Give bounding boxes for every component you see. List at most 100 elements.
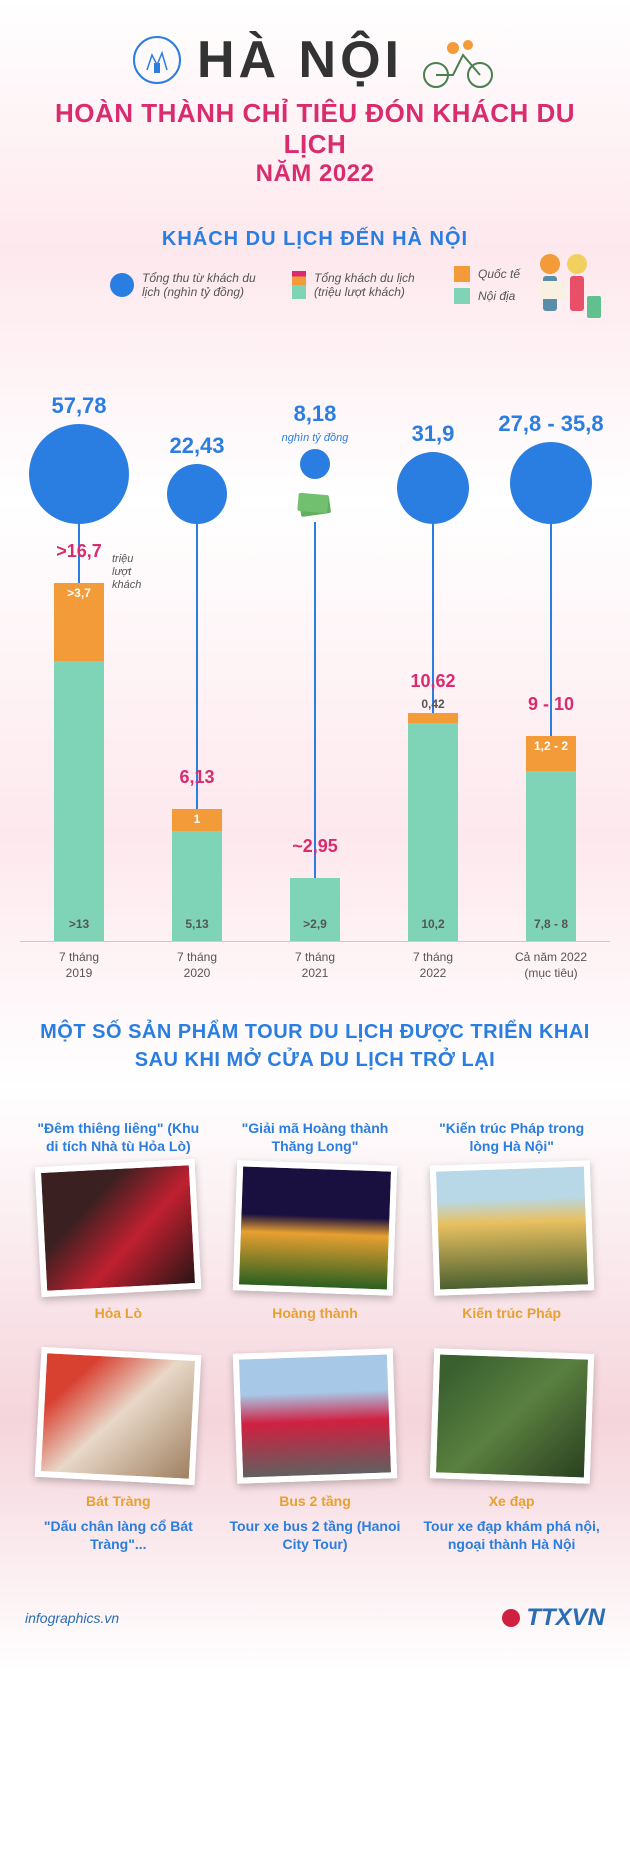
tour-desc: Tour xe bus 2 tầng (Hanoi City Tour) bbox=[227, 1517, 404, 1553]
revenue-col: 27,8 - 35,8 bbox=[498, 411, 604, 524]
tour-name: "Giải mã Hoàng thành Thăng Long" bbox=[227, 1097, 404, 1155]
x-axis-label: 7 tháng2022 bbox=[380, 950, 486, 981]
bar-col: 10,62 0,42 10,2 bbox=[380, 522, 486, 941]
footer-source: infographics.vn bbox=[25, 1610, 119, 1626]
tour-photo bbox=[233, 1160, 397, 1296]
revenue-circle bbox=[167, 464, 227, 524]
bar-stack: 9 - 101,2 - 27,8 - 8 bbox=[526, 736, 576, 941]
bar-col: ~2,95>2,9 bbox=[262, 522, 368, 941]
bar-intl-label: 0,42 bbox=[408, 697, 458, 711]
tour-card: Bát Tràng "Dấu chân làng cổ Bát Tràng"... bbox=[30, 1351, 207, 1553]
legend-intl-icon bbox=[454, 266, 470, 282]
revenue-circles-row: 57,78 22,43 8,18 nghìn tỷ đồng 31,9 27,8 - 35… bbox=[20, 324, 610, 524]
bars-row: >16,7triệu lượt khách>3,7>136,1315,13~2,… bbox=[20, 522, 610, 942]
tour-name: "Kiến trúc Pháp trong lòng Hà Nội" bbox=[423, 1097, 600, 1155]
infographic-container: HÀ NỘI HOÀN THÀNH CHỈ TIÊU ĐÓN KHÁCH DU … bbox=[0, 0, 630, 1672]
bar-domestic-label: 5,13 bbox=[172, 917, 222, 931]
globe-icon bbox=[501, 1608, 521, 1628]
bar-seg-intl: 0,42 bbox=[408, 713, 458, 723]
revenue-value: 8,18 bbox=[294, 401, 337, 427]
tour-caption: Hỏa Lò bbox=[95, 1305, 142, 1321]
footer: infographics.vn TTXVN bbox=[0, 1574, 630, 1642]
bar-seg-domestic: 10,2 bbox=[408, 723, 458, 941]
tour-desc: "Dấu chân làng cổ Bát Tràng"... bbox=[30, 1517, 207, 1553]
footer-agency: TTXVN bbox=[501, 1604, 605, 1632]
bar-col: 6,1315,13 bbox=[144, 522, 250, 941]
x-axis-label: 7 tháng2021 bbox=[262, 950, 368, 981]
x-axis-label: 7 tháng2019 bbox=[26, 950, 132, 981]
legend-circle-icon bbox=[110, 273, 134, 297]
tour-caption: Bát Tràng bbox=[86, 1493, 151, 1509]
revenue-unit: nghìn tỷ đồng bbox=[282, 432, 349, 444]
tour-card: Bus 2 tầng Tour xe bus 2 tầng (Hanoi City… bbox=[227, 1351, 404, 1553]
legend-domestic: Nội địa bbox=[454, 288, 520, 304]
tour-desc: Tour xe đạp khám phá nội, ngoại thành Hà… bbox=[423, 1517, 600, 1553]
legend-domestic-label: Nội địa bbox=[478, 289, 515, 303]
legend-tourists-label: Tổng khách du lịch (triệu lượt khách) bbox=[314, 271, 424, 299]
revenue-circle bbox=[300, 449, 330, 479]
subtitle-1: HOÀN THÀNH CHỈ TIÊU ĐÓN KHÁCH DU LỊCH bbox=[20, 98, 610, 160]
tour-card: "Kiến trúc Pháp trong lòng Hà Nội"Kiến t… bbox=[423, 1097, 600, 1321]
tour-photo bbox=[233, 1348, 397, 1484]
revenue-col: 8,18 nghìn tỷ đồng bbox=[262, 401, 368, 524]
bar-seg-domestic: 5,13 bbox=[172, 831, 222, 941]
revenue-value: 22,43 bbox=[169, 433, 224, 459]
header: HÀ NỘI HOÀN THÀNH CHỈ TIÊU ĐÓN KHÁCH DU … bbox=[0, 0, 630, 198]
revenue-col: 31,9 bbox=[380, 421, 486, 524]
tour-caption: Hoàng thành bbox=[272, 1305, 358, 1321]
bar-total-label: 9 - 10 bbox=[528, 694, 574, 715]
tour-photo bbox=[429, 1348, 593, 1484]
tour-photo bbox=[35, 1159, 202, 1297]
bar-domestic-label: 10,2 bbox=[408, 917, 458, 931]
tours-grid: "Đêm thiêng liêng" (Khu di tích Nhà tù H… bbox=[0, 1077, 630, 1573]
bar-domestic-label: >13 bbox=[54, 917, 104, 931]
tour-caption: Bus 2 tầng bbox=[279, 1493, 351, 1509]
x-axis: 7 tháng2019 7 tháng2020 7 tháng2021 7 tháng… bbox=[0, 950, 630, 981]
tour-photo bbox=[35, 1347, 202, 1485]
cyclo-icon bbox=[418, 30, 498, 90]
revenue-circle bbox=[397, 452, 469, 524]
revenue-value: 31,9 bbox=[412, 421, 455, 447]
bar-unit-note: triệu lượt khách bbox=[112, 553, 141, 593]
footer-agency-label: TTXVN bbox=[526, 1604, 605, 1632]
bar-seg-intl: 1 bbox=[172, 809, 222, 831]
bar-total-label: 10,62 bbox=[410, 671, 455, 692]
bar-stack: ~2,95>2,9 bbox=[290, 878, 340, 941]
chart-area: 57,78 22,43 8,18 nghìn tỷ đồng 31,9 27,8 - 35… bbox=[0, 324, 630, 942]
section2-title-2: SAU KHI MỞ CỬA DU LỊCH TRỞ LẠI bbox=[30, 1049, 600, 1072]
bar-total-label: >16,7 bbox=[56, 541, 102, 562]
bar-stack: 10,620,4210,2 bbox=[408, 713, 458, 941]
subtitle-2: NĂM 2022 bbox=[20, 160, 610, 188]
legend-intl-label: Quốc tế bbox=[478, 267, 520, 281]
bar-stem bbox=[314, 522, 316, 879]
hanoi-emblem-icon bbox=[132, 35, 182, 85]
tour-caption: Xe đạp bbox=[489, 1493, 535, 1509]
bar-intl-label: >3,7 bbox=[54, 586, 104, 600]
bar-seg-domestic: >2,9 bbox=[290, 878, 340, 941]
x-axis-label: Cả năm 2022(mục tiêu) bbox=[498, 950, 604, 981]
bar-seg-intl: 1,2 - 2 bbox=[526, 736, 576, 771]
bar-seg-domestic: >13 bbox=[54, 661, 104, 941]
revenue-circle bbox=[510, 442, 592, 524]
main-title: HÀ NỘI bbox=[197, 30, 403, 90]
x-axis-label: 7 tháng2020 bbox=[144, 950, 250, 981]
bar-stack: 6,1315,13 bbox=[172, 809, 222, 941]
bar-domestic-label: >2,9 bbox=[290, 917, 340, 931]
legend-bar-icon bbox=[292, 271, 306, 299]
bar-seg-intl: >3,7 bbox=[54, 583, 104, 661]
logo-row: HÀ NỘI bbox=[20, 30, 610, 90]
legend-revenue: Tổng thu từ khách du lịch (nghìn tỷ đồng… bbox=[110, 266, 262, 304]
legend-revenue-label: Tổng thu từ khách du lịch (nghìn tỷ đồng… bbox=[142, 271, 262, 299]
bar-intl-label: 1,2 - 2 bbox=[526, 739, 576, 753]
legend-categories: Quốc tế Nội địa bbox=[454, 266, 520, 304]
revenue-col: 57,78 bbox=[26, 393, 132, 524]
tour-card: Xe đạp Tour xe đạp khám phá nội, ngoại th… bbox=[423, 1351, 600, 1553]
bar-col: >16,7triệu lượt khách>3,7>13 bbox=[26, 522, 132, 941]
tour-photo bbox=[429, 1160, 593, 1296]
legend: Tổng thu từ khách du lịch (nghìn tỷ đồng… bbox=[0, 266, 630, 304]
revenue-value: 57,78 bbox=[51, 393, 106, 419]
bar-domestic-label: 7,8 - 8 bbox=[526, 917, 576, 931]
legend-domestic-icon bbox=[454, 288, 470, 304]
revenue-value: 27,8 - 35,8 bbox=[498, 411, 603, 437]
tour-card: "Đêm thiêng liêng" (Khu di tích Nhà tù H… bbox=[30, 1097, 207, 1321]
